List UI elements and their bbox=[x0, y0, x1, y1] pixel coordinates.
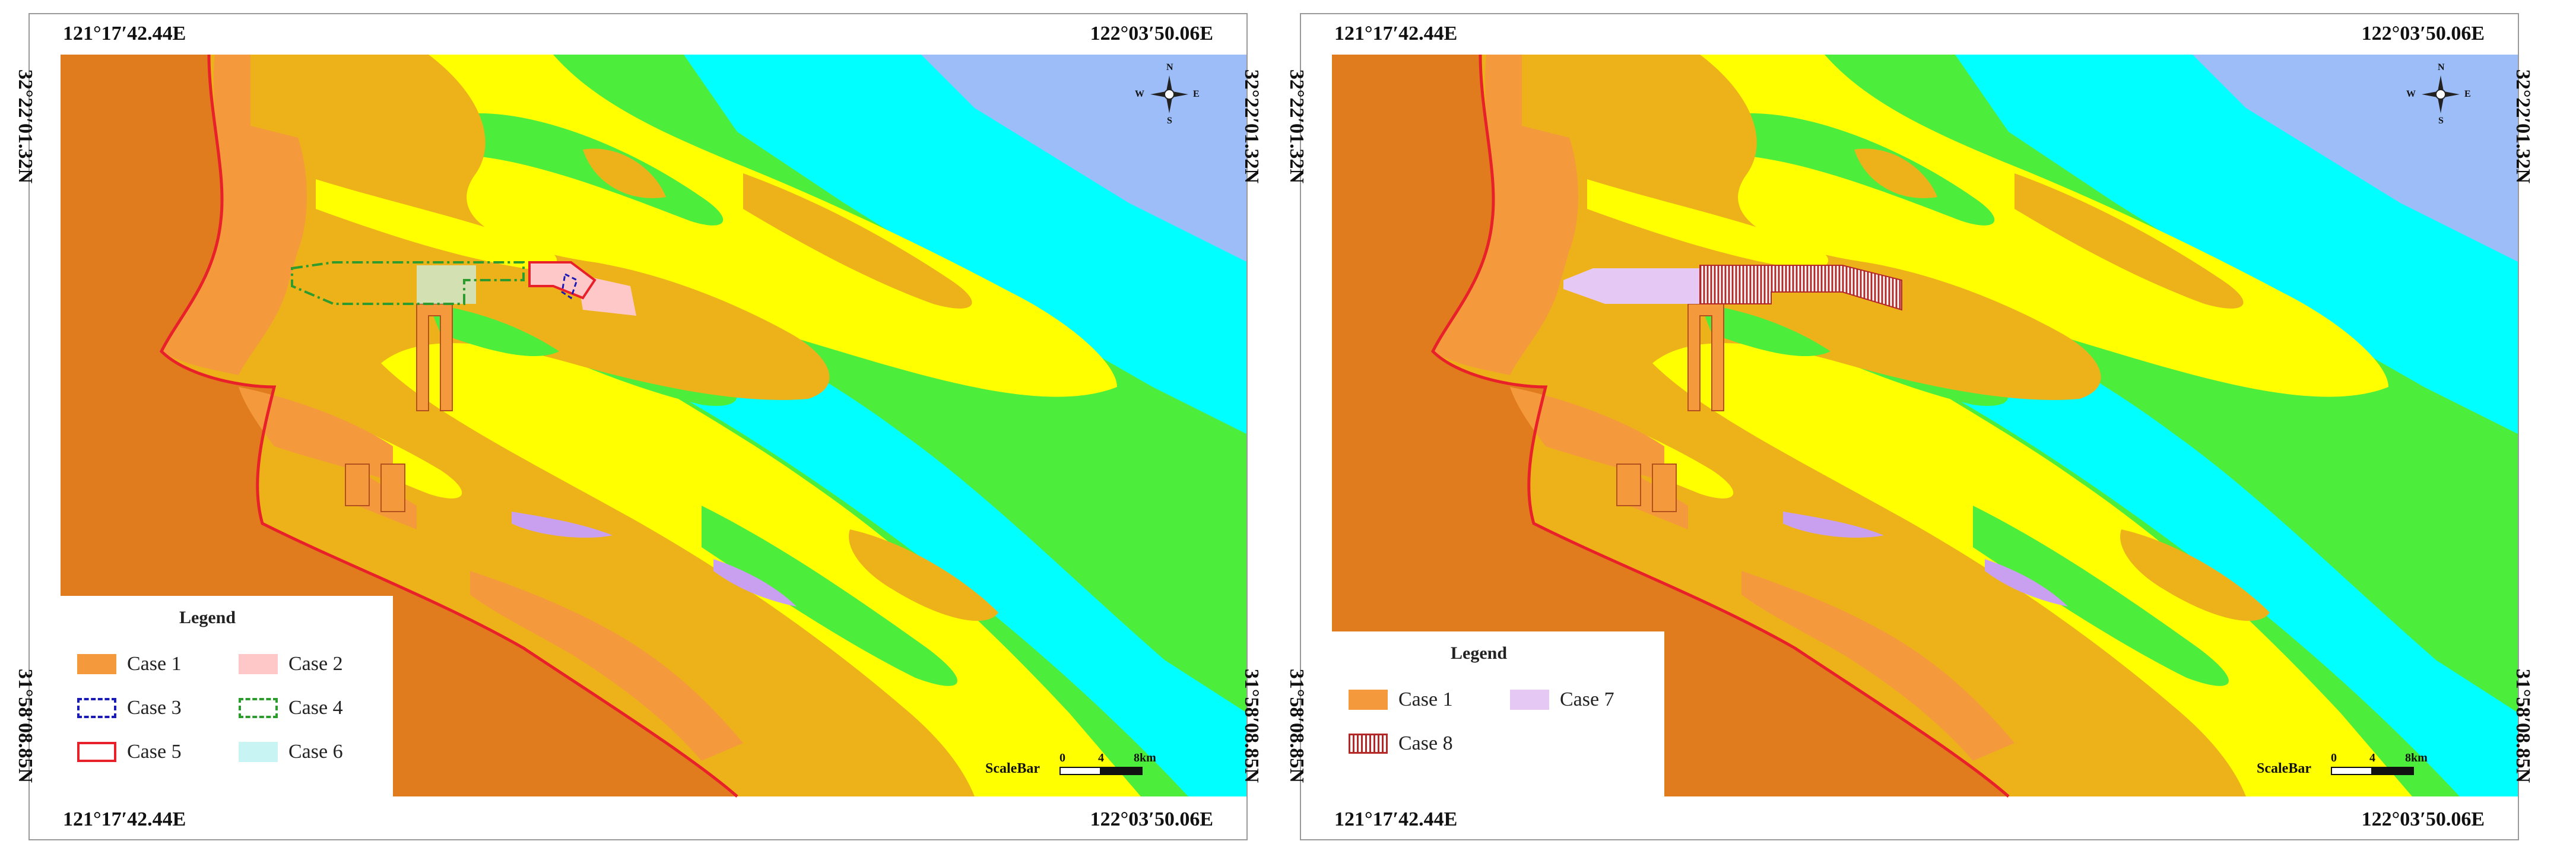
compass-n: N bbox=[1166, 62, 1173, 72]
coord-top-right: 122°03′50.06E bbox=[1090, 23, 1213, 45]
coord-right-bottom: 31°58′08.85N bbox=[2511, 668, 2534, 783]
case4-swatch bbox=[239, 698, 278, 718]
coord-left-top: 32°22′01.32N bbox=[14, 69, 37, 184]
case5-outline bbox=[528, 261, 597, 300]
case8-area bbox=[1699, 265, 1902, 311]
coord-bottom-right: 122°03′50.06E bbox=[2361, 808, 2485, 830]
case8-swatch bbox=[1349, 734, 1388, 754]
scale-tick-0: 0 bbox=[1059, 751, 1065, 764]
coord-bottom-left: 121°17′42.44E bbox=[1334, 808, 1458, 830]
legend-label: Case 6 bbox=[288, 741, 343, 763]
coord-left-bottom: 31°58′08.85N bbox=[1286, 668, 1308, 783]
legend: Legend Case 1 Case 2 Case 3 Case 4 Case … bbox=[61, 596, 393, 798]
scale-tick-4: 4 bbox=[2369, 751, 2375, 764]
legend-label: Case 3 bbox=[127, 697, 182, 719]
compass-w: W bbox=[2406, 89, 2416, 99]
scale-segment-white bbox=[2331, 767, 2372, 775]
legend-label: Case 8 bbox=[1398, 732, 1453, 754]
coord-right-top: 32°22′01.32N bbox=[2511, 69, 2534, 184]
scalebar: ScaleBar 0 4 8km bbox=[985, 751, 1156, 779]
map-panel-left: 121°17′42.44E 122°03′50.06E 121°17′42.44… bbox=[14, 13, 1262, 840]
coord-top-left: 121°17′42.44E bbox=[1334, 23, 1458, 45]
coord-bottom-right: 122°03′50.06E bbox=[1090, 808, 1213, 830]
legend-item-case1: Case 1 bbox=[1349, 688, 1453, 711]
case2-swatch bbox=[239, 654, 278, 674]
scalebar-title: ScaleBar bbox=[985, 761, 1040, 776]
legend-title: Legend bbox=[179, 608, 236, 627]
case1-swatch bbox=[77, 654, 116, 674]
scale-tick-8: 8km bbox=[1134, 751, 1156, 764]
legend-item-case6: Case 6 bbox=[239, 741, 343, 763]
scale-tick-8: 8km bbox=[2405, 751, 2428, 764]
legend-item-case3: Case 3 bbox=[77, 697, 182, 719]
coord-right-bottom: 31°58′08.85N bbox=[1240, 668, 1262, 783]
map-right bbox=[1301, 14, 2518, 839]
legend-item-case2: Case 2 bbox=[239, 653, 343, 675]
legend-item-case8: Case 8 bbox=[1349, 732, 1453, 755]
legend-item-case7: Case 7 bbox=[1510, 688, 1614, 711]
compass-icon: N S E W bbox=[2406, 62, 2471, 126]
legend-label: Case 1 bbox=[127, 653, 182, 675]
case7-swatch bbox=[1510, 690, 1549, 710]
coord-right-top: 32°22′01.32N bbox=[1240, 69, 1262, 184]
legend-label: Case 4 bbox=[288, 697, 343, 719]
compass-icon: N S E W bbox=[1135, 62, 1200, 126]
case5-swatch bbox=[77, 742, 116, 762]
map-panel-right: 121°17′42.44E 122°03′50.06E 121°17′42.44… bbox=[1286, 13, 2534, 840]
case3-swatch bbox=[77, 698, 116, 718]
map-left bbox=[30, 14, 1246, 839]
legend: Legend Case 1 Case 7 Case 8 bbox=[1332, 631, 1664, 798]
legend-item-case1: Case 1 bbox=[77, 653, 182, 675]
legend-label: Case 1 bbox=[1398, 688, 1453, 710]
scale-tick-4: 4 bbox=[1098, 751, 1104, 764]
coord-bottom-left: 121°17′42.44E bbox=[63, 808, 186, 830]
legend-label: Case 2 bbox=[288, 653, 343, 675]
legend-label: Case 5 bbox=[127, 741, 182, 763]
compass-s: S bbox=[1167, 116, 1172, 126]
case1-swatch bbox=[1349, 690, 1388, 710]
case4-outline bbox=[291, 261, 525, 305]
scalebar-title: ScaleBar bbox=[2257, 761, 2311, 776]
compass-w: W bbox=[1135, 89, 1144, 99]
coord-top-right: 122°03′50.06E bbox=[2361, 23, 2485, 45]
scalebar: ScaleBar 0 4 8km bbox=[2257, 751, 2428, 779]
scale-segment-white bbox=[1059, 767, 1101, 775]
compass-n: N bbox=[2438, 62, 2445, 72]
scale-tick-0: 0 bbox=[2331, 751, 2337, 764]
coord-top-left: 121°17′42.44E bbox=[63, 23, 186, 45]
compass-s: S bbox=[2438, 116, 2444, 126]
legend-item-case4: Case 4 bbox=[239, 697, 343, 719]
scale-segment-black bbox=[2372, 767, 2414, 775]
legend-label: Case 7 bbox=[1560, 688, 1614, 710]
compass-e: E bbox=[1193, 89, 1200, 99]
legend-title: Legend bbox=[1451, 643, 1508, 663]
coord-left-bottom: 31°58′08.85N bbox=[14, 668, 37, 783]
case6-area bbox=[417, 265, 476, 304]
scale-segment-black bbox=[1101, 767, 1143, 775]
case6-swatch bbox=[239, 742, 278, 762]
legend-item-case5: Case 5 bbox=[77, 741, 182, 763]
compass-e: E bbox=[2464, 89, 2471, 99]
coord-left-top: 32°22′01.32N bbox=[1286, 69, 1308, 184]
case3-outline bbox=[561, 272, 578, 300]
